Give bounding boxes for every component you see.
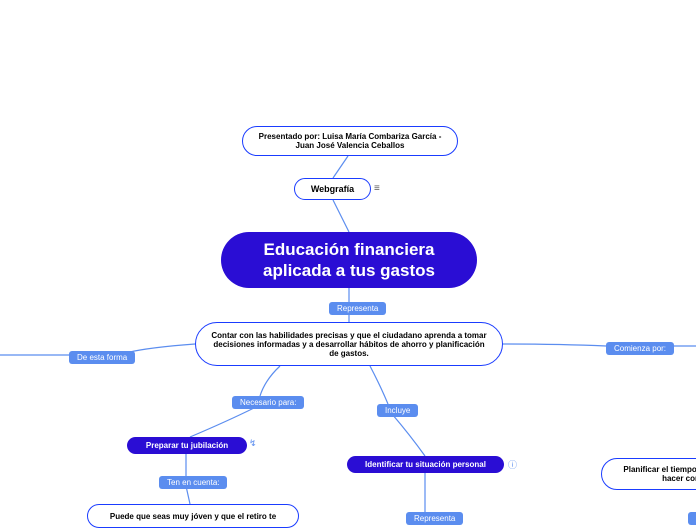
jubilacion-node[interactable]: Preparar tu jubilación	[127, 437, 247, 454]
label-representa1: Representa	[329, 302, 386, 315]
identificar-text: Identificar tu situación personal	[365, 460, 486, 469]
jubilacion-text: Preparar tu jubilación	[146, 441, 228, 450]
label-representa2: Representa	[406, 512, 463, 525]
webografia-text: Webgrafía	[311, 184, 354, 194]
label-de-esta-forma: De esta forma	[69, 351, 135, 364]
central-node[interactable]: Educación financiera aplicada a tus gast…	[221, 232, 477, 288]
central-text: Educación financiera aplicada a tus gast…	[235, 239, 463, 282]
planificar-text: Planificar el tiempo que debes hacer con	[616, 465, 696, 483]
presenter-node[interactable]: Presentado por: Luisa María Combariza Ga…	[242, 126, 458, 156]
label-tag-right: Ad	[688, 512, 696, 525]
info-icon[interactable]: ⓘ	[508, 458, 517, 471]
attach-icon[interactable]: ↯	[249, 438, 257, 449]
identificar-node[interactable]: Identificar tu situación personal	[347, 456, 504, 473]
webografia-node[interactable]: Webgrafía	[294, 178, 371, 200]
retiro-text: Puede que seas muy jóven y que el retiro…	[110, 512, 276, 521]
label-ten-en-cuenta: Ten en cuenta:	[159, 476, 227, 489]
skills-node[interactable]: Contar con las habilidades precisas y qu…	[195, 322, 503, 366]
planificar-node[interactable]: Planificar el tiempo que debes hacer con	[601, 458, 696, 490]
retiro-node[interactable]: Puede que seas muy jóven y que el retiro…	[87, 504, 299, 528]
label-incluye: Incluye	[377, 404, 418, 417]
label-comienza-por: Comienza por:	[606, 342, 674, 355]
label-necesario-para: Necesario para:	[232, 396, 304, 409]
presenter-text: Presentado por: Luisa María Combariza Ga…	[257, 132, 443, 150]
skills-text: Contar con las habilidades precisas y qu…	[210, 331, 488, 358]
menu-icon[interactable]: ≡	[374, 183, 380, 194]
